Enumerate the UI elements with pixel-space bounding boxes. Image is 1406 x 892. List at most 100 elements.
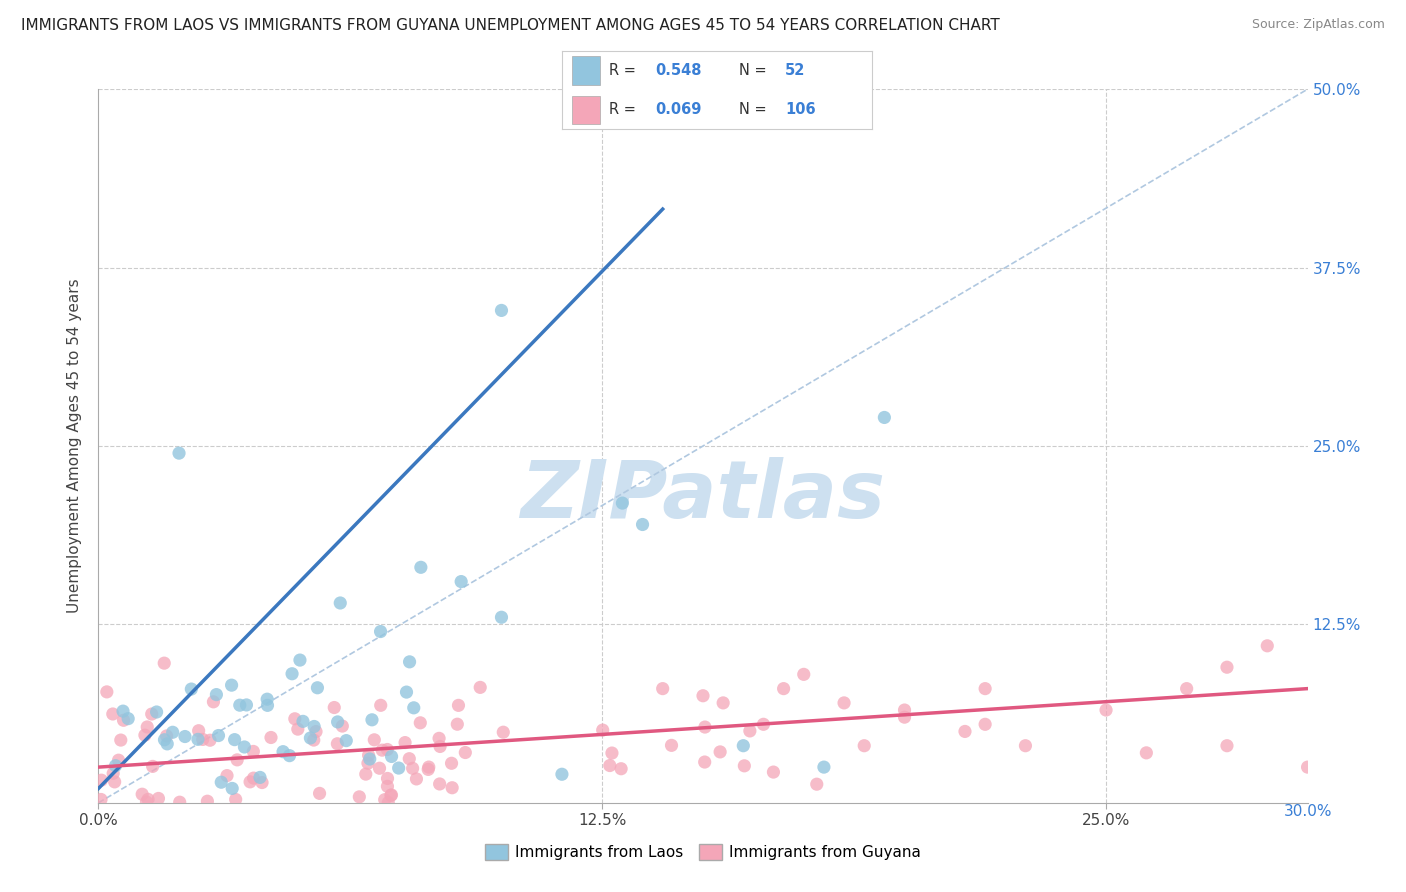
Point: [104, 758, 127, 772]
Point: [427, 731, 450, 746]
Text: 30.0%: 30.0%: [1284, 805, 1331, 819]
Point: [197, 794, 219, 808]
Text: Source: ZipAtlas.com: Source: ZipAtlas.com: [1251, 18, 1385, 31]
Point: [284, 712, 307, 726]
Point: [491, 610, 513, 624]
Point: [136, 720, 159, 734]
Point: [198, 733, 221, 747]
Point: [361, 713, 384, 727]
Point: [329, 596, 352, 610]
Point: [429, 777, 451, 791]
Point: [260, 731, 283, 745]
Point: [307, 681, 329, 695]
Point: [242, 771, 264, 785]
Point: [371, 743, 394, 757]
Point: [131, 787, 153, 801]
Point: [409, 560, 432, 574]
Point: [380, 788, 402, 802]
Point: [305, 724, 328, 739]
Point: [692, 689, 714, 703]
Point: [221, 781, 243, 796]
Point: [1256, 639, 1278, 653]
Point: [377, 772, 399, 786]
Point: [335, 733, 357, 747]
Point: [308, 786, 330, 800]
Point: [354, 767, 377, 781]
Point: [711, 696, 734, 710]
Text: 106: 106: [785, 103, 815, 117]
Point: [141, 706, 163, 721]
Point: [153, 656, 176, 670]
Point: [551, 767, 574, 781]
Point: [661, 739, 683, 753]
Point: [762, 765, 785, 780]
Point: [631, 517, 654, 532]
Point: [733, 739, 755, 753]
Point: [288, 653, 311, 667]
Point: [156, 737, 179, 751]
Point: [271, 745, 294, 759]
Point: [357, 748, 380, 763]
Text: 0.548: 0.548: [655, 63, 702, 78]
Point: [395, 685, 418, 699]
Point: [104, 775, 127, 789]
Point: [1296, 760, 1319, 774]
Point: [256, 698, 278, 713]
Point: [135, 795, 157, 809]
Point: [405, 772, 427, 786]
Point: [492, 725, 515, 739]
Point: [610, 762, 633, 776]
Point: [380, 789, 402, 803]
Point: [96, 685, 118, 699]
Point: [224, 732, 246, 747]
Text: R =: R =: [609, 103, 640, 117]
Point: [709, 745, 731, 759]
Text: ZIPatlas: ZIPatlas: [520, 457, 886, 535]
Point: [470, 681, 492, 695]
Point: [136, 792, 159, 806]
Point: [169, 795, 191, 809]
Point: [326, 737, 349, 751]
Point: [249, 771, 271, 785]
Point: [693, 755, 716, 769]
Point: [281, 666, 304, 681]
Point: [90, 773, 112, 788]
Point: [1014, 739, 1036, 753]
Point: [1135, 746, 1157, 760]
Point: [202, 695, 225, 709]
Point: [156, 729, 179, 743]
Point: [693, 720, 716, 734]
Point: [134, 728, 156, 742]
Point: [226, 753, 249, 767]
Point: [330, 719, 353, 733]
Point: [302, 719, 325, 733]
Point: [233, 739, 256, 754]
Point: [287, 722, 309, 736]
Point: [733, 759, 755, 773]
Point: [142, 759, 165, 773]
Point: [370, 698, 392, 713]
Point: [205, 688, 228, 702]
Point: [394, 735, 416, 749]
Point: [418, 763, 440, 777]
Point: [377, 780, 399, 794]
Point: [299, 731, 322, 745]
Point: [278, 748, 301, 763]
Point: [873, 410, 896, 425]
Point: [893, 703, 915, 717]
Point: [221, 678, 243, 692]
FancyBboxPatch shape: [572, 95, 599, 124]
Point: [853, 739, 876, 753]
Point: [401, 761, 423, 775]
Point: [429, 739, 451, 754]
Point: [600, 746, 623, 760]
Point: [145, 705, 167, 719]
Point: [117, 712, 139, 726]
Point: [398, 752, 420, 766]
Point: [256, 692, 278, 706]
Point: [250, 775, 273, 789]
Point: [167, 446, 190, 460]
Point: [357, 756, 380, 771]
Text: N =: N =: [738, 103, 770, 117]
Point: [752, 717, 775, 731]
